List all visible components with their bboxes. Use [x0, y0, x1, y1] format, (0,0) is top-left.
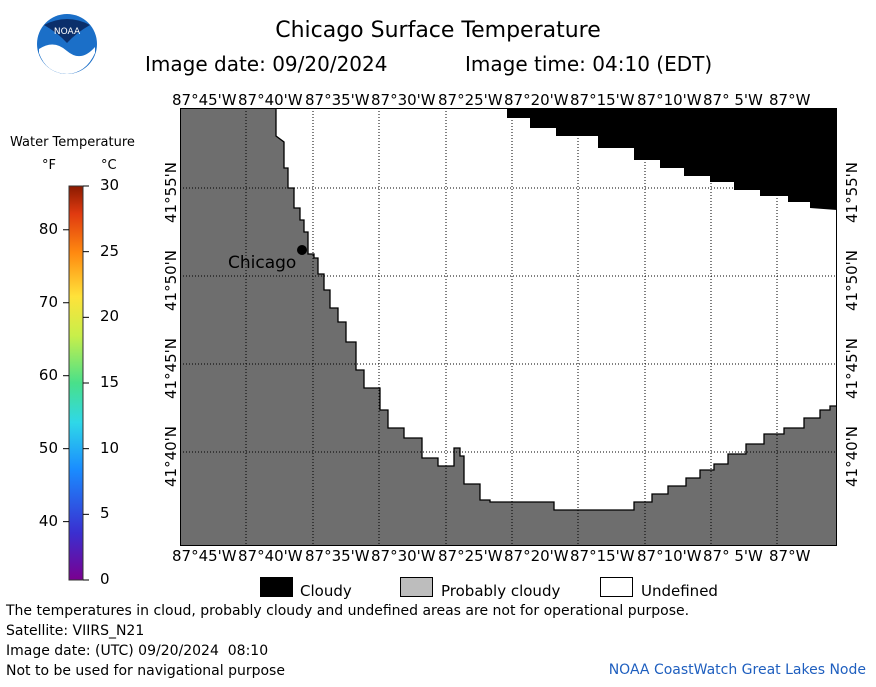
- fahrenheit-tick-label: 80: [38, 219, 58, 238]
- left-latitude-label: 41°40'N: [162, 425, 180, 487]
- fahrenheit-tick-label: 40: [38, 511, 58, 530]
- navigation-warning: Not to be used for navigational purpose: [6, 663, 285, 679]
- land-area: [180, 108, 837, 546]
- celsius-tick-label: 15: [100, 373, 120, 391]
- image-time: Image time: 04:10 (EDT): [465, 52, 713, 76]
- top-longitude-label: 87°35'W: [305, 91, 370, 109]
- credit-text: NOAA CoastWatch Great Lakes Node: [608, 662, 866, 678]
- temperature-map: Chicago: [180, 108, 837, 546]
- top-longitude-label: 87°45'W: [172, 91, 237, 109]
- cloud-area: [507, 108, 837, 210]
- bottom-longitude-label: 87° 5'W: [703, 547, 763, 565]
- bottom-longitude-label: 87°25'W: [438, 547, 503, 565]
- noaa-logo: NOAA: [37, 14, 97, 74]
- celsius-tick-label: 30: [100, 176, 120, 194]
- color-scale-bar: [63, 185, 89, 581]
- unit-fahrenheit: °F: [42, 158, 56, 173]
- satellite-text: Satellite: VIIRS_N21: [6, 623, 145, 639]
- bottom-longitude-label: 87°30'W: [371, 547, 436, 565]
- fahrenheit-tick-label: 70: [38, 292, 58, 311]
- top-longitude-label: 87°40'W: [238, 91, 303, 109]
- bottom-longitude-label: 87°40'W: [238, 547, 303, 565]
- right-latitude-label: 41°40'N: [843, 425, 861, 487]
- right-latitude-label: 41°45'N: [843, 337, 861, 399]
- celsius-tick-label: 25: [100, 241, 120, 260]
- unit-celsius: °C: [101, 158, 117, 173]
- disclaimer-text: The temperatures in cloud, probably clou…: [6, 603, 690, 619]
- undefined-label: Undefined: [641, 582, 718, 600]
- right-latitude-label: 41°55'N: [843, 161, 861, 223]
- fahrenheit-tick-label: 50: [38, 438, 58, 457]
- top-longitude-label: 87°15'W: [570, 91, 635, 109]
- image-date: Image date: 09/20/2024: [145, 52, 388, 76]
- bottom-longitude-label: 87°20'W: [504, 547, 569, 565]
- top-longitude-label: 87°20'W: [504, 91, 569, 109]
- left-latitude-label: 41°50'N: [162, 249, 180, 311]
- cloudy-label: Cloudy: [300, 582, 352, 600]
- color-scale-title: Water Temperature: [10, 135, 135, 150]
- celsius-tick-label: 20: [100, 307, 120, 326]
- bottom-longitude-label: 87°10'W: [637, 547, 702, 565]
- celsius-tick-label: 0: [100, 570, 110, 588]
- cloudy-swatch: [260, 577, 293, 597]
- utc-date-text: Image date: (UTC) 09/20/2024 08:10: [6, 643, 269, 659]
- fahrenheit-tick-label: 60: [38, 365, 58, 384]
- undefined-swatch: [600, 577, 633, 597]
- top-longitude-label: 87°10'W: [637, 91, 702, 109]
- logo-text: NOAA: [54, 27, 81, 37]
- bottom-longitude-label: 87°W: [769, 547, 811, 565]
- page-title: Chicago Surface Temperature: [275, 18, 601, 43]
- top-longitude-label: 87°25'W: [438, 91, 503, 109]
- celsius-tick-label: 10: [100, 438, 120, 457]
- bottom-longitude-label: 87°35'W: [305, 547, 370, 565]
- bottom-longitude-label: 87°15'W: [570, 547, 635, 565]
- left-latitude-label: 41°55'N: [162, 161, 180, 223]
- probably-cloudy-swatch: [400, 577, 433, 597]
- right-latitude-label: 41°50'N: [843, 249, 861, 311]
- left-latitude-label: 41°45'N: [162, 337, 180, 399]
- chicago-label: Chicago: [228, 253, 296, 273]
- top-longitude-label: 87°30'W: [371, 91, 436, 109]
- probably-cloudy-label: Probably cloudy: [441, 582, 561, 600]
- celsius-tick-label: 5: [100, 504, 110, 523]
- chicago-marker: [297, 245, 307, 255]
- bottom-longitude-label: 87°45'W: [172, 547, 237, 565]
- top-longitude-label: 87° 5'W: [703, 91, 763, 109]
- top-longitude-label: 87°W: [769, 91, 811, 109]
